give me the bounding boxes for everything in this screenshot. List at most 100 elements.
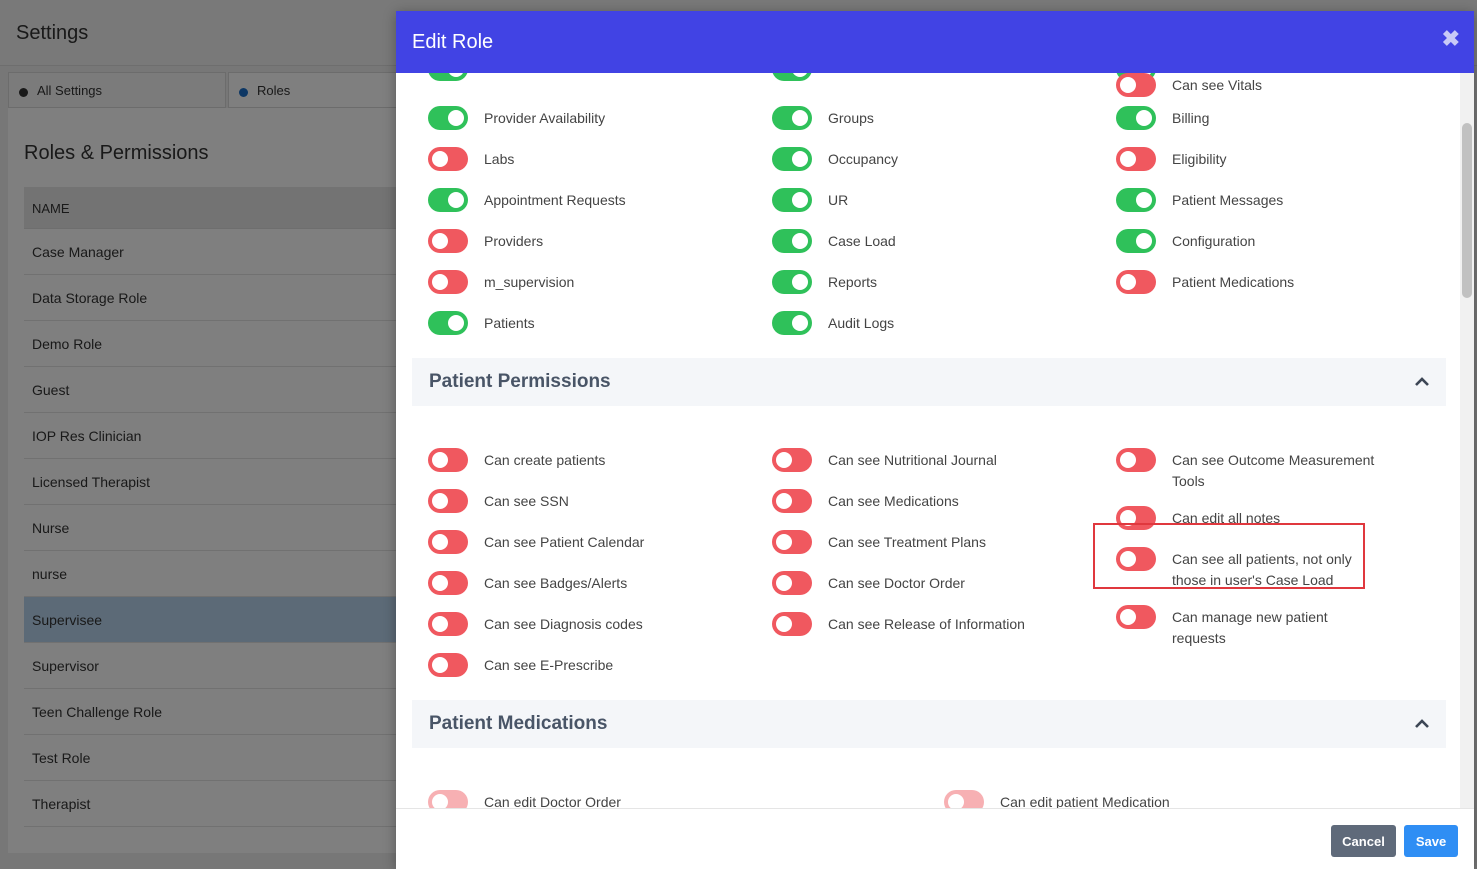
permission-toggle[interactable] <box>772 489 812 513</box>
permission-toggle[interactable] <box>944 790 984 808</box>
patient-permissions-title: Patient Permissions <box>429 371 611 392</box>
cancel-button[interactable]: Cancel <box>1331 825 1396 857</box>
permission-label: Can edit patient Medication <box>1000 794 1170 808</box>
permission-label: Can manage new patient requests <box>1172 609 1328 646</box>
permission-toggle[interactable] <box>428 448 468 472</box>
permission-label: Can see Badges/Alerts <box>484 575 628 591</box>
permission-label: Can see Patient Calendar <box>484 534 645 550</box>
scrollbar-thumb[interactable] <box>1462 123 1472 298</box>
permission-label: Can see Medications <box>828 493 959 509</box>
permission-label: Provider Availability <box>484 110 606 126</box>
permission-toggle[interactable] <box>428 311 468 335</box>
toggle-knob <box>448 192 464 208</box>
modal-body: Provider Availability Groups Billing Labs Oc… <box>396 73 1474 808</box>
highlight-box <box>1093 523 1365 589</box>
permission-toggle[interactable] <box>1116 448 1156 472</box>
toggle-knob <box>1120 609 1136 625</box>
toggle-knob <box>776 534 792 550</box>
permission-toggle[interactable] <box>772 448 812 472</box>
patient-permissions-header[interactable]: Patient Permissions <box>412 358 1446 406</box>
toggle-knob <box>1120 551 1136 567</box>
permission-toggle[interactable] <box>772 530 812 554</box>
chevron-up-icon[interactable] <box>1414 374 1430 390</box>
permission-toggle[interactable] <box>772 571 812 595</box>
toggle-knob <box>448 110 464 126</box>
chevron-up-icon[interactable] <box>1414 716 1430 732</box>
toggle-knob <box>1120 510 1136 526</box>
toggle-knob <box>448 315 464 331</box>
permission-toggle[interactable] <box>1116 506 1156 530</box>
permission-label: UR <box>828 192 849 208</box>
modal-title: Edit Role <box>412 31 494 53</box>
permission-toggle[interactable] <box>772 311 812 335</box>
toggle-knob <box>776 575 792 591</box>
permission-label: Audit Logs <box>828 315 895 331</box>
permission-toggle[interactable] <box>772 188 812 212</box>
permission-toggle[interactable] <box>1116 547 1156 571</box>
toggle-knob <box>792 73 808 77</box>
permission-toggle[interactable] <box>428 571 468 595</box>
permission-label: Can see Outcome Measurement Tools <box>1172 452 1375 489</box>
permission-toggle[interactable] <box>428 489 468 513</box>
permission-toggle[interactable] <box>428 612 468 636</box>
permission-toggle[interactable] <box>428 790 468 808</box>
permission-toggle[interactable] <box>1116 605 1156 629</box>
close-icon[interactable]: ✖ <box>1441 26 1460 51</box>
permission-toggle[interactable] <box>428 188 468 212</box>
permission-label: Case Load <box>828 233 896 249</box>
toggle-knob <box>448 73 464 77</box>
permission-label: Can edit all notes <box>1172 510 1281 526</box>
permission-toggle[interactable] <box>428 229 468 253</box>
scrollbar[interactable] <box>1460 73 1474 808</box>
permission-toggle[interactable] <box>428 147 468 171</box>
permission-toggle[interactable] <box>772 73 812 81</box>
permission-toggle[interactable] <box>772 270 812 294</box>
toggle-knob <box>1136 192 1152 208</box>
toggle-knob <box>432 493 448 509</box>
toggle-knob <box>792 233 808 249</box>
permission-toggle[interactable] <box>428 73 468 81</box>
toggle-knob <box>948 794 964 808</box>
permission-toggle[interactable] <box>772 147 812 171</box>
toggle-knob <box>776 616 792 632</box>
modal-footer: Cancel Save <box>396 808 1474 869</box>
save-button[interactable]: Save <box>1404 825 1458 857</box>
permission-label: Patient Messages <box>1172 192 1284 208</box>
permission-toggle[interactable] <box>1116 270 1156 294</box>
permission-toggle[interactable] <box>1116 73 1156 97</box>
toggle-knob <box>1120 452 1136 468</box>
toggle-knob <box>1120 274 1136 290</box>
permission-toggle[interactable] <box>1116 229 1156 253</box>
edit-role-modal: Edit Role ✖ Provider Availability Groups B… <box>396 11 1474 869</box>
permission-label: Labs <box>484 151 515 167</box>
permission-toggle[interactable] <box>428 653 468 677</box>
permission-label: Can see all patients, not only those in … <box>1172 551 1352 588</box>
toggle-knob <box>432 274 448 290</box>
permission-toggle[interactable] <box>772 612 812 636</box>
permission-toggle[interactable] <box>1116 147 1156 171</box>
toggle-knob <box>792 110 808 126</box>
permission-label: Occupancy <box>828 151 899 167</box>
permission-label: Can see SSN <box>484 493 569 509</box>
permission-label: Groups <box>828 110 874 126</box>
permission-toggle[interactable] <box>1116 188 1156 212</box>
permission-toggle[interactable] <box>1116 106 1156 130</box>
toggle-knob <box>1120 151 1136 167</box>
permission-toggle[interactable] <box>428 106 468 130</box>
permission-label: Can see Nutritional Journal <box>828 452 997 468</box>
permission-toggle[interactable] <box>428 530 468 554</box>
permission-label: Billing <box>1172 110 1210 126</box>
modal-header: Edit Role ✖ <box>396 11 1474 73</box>
permission-toggle[interactable] <box>428 270 468 294</box>
permission-label: Appointment Requests <box>484 192 626 208</box>
patient-medications-header[interactable]: Patient Medications <box>412 700 1446 748</box>
permission-label: m_supervision <box>484 274 575 290</box>
toggle-knob <box>792 315 808 331</box>
toggle-knob <box>432 616 448 632</box>
permission-toggle[interactable] <box>772 106 812 130</box>
permission-label: Reports <box>828 274 878 290</box>
patient-medications-title: Patient Medications <box>429 713 608 734</box>
permission-toggle[interactable] <box>772 229 812 253</box>
permission-label: Configuration <box>1172 233 1256 249</box>
toggle-knob <box>432 575 448 591</box>
